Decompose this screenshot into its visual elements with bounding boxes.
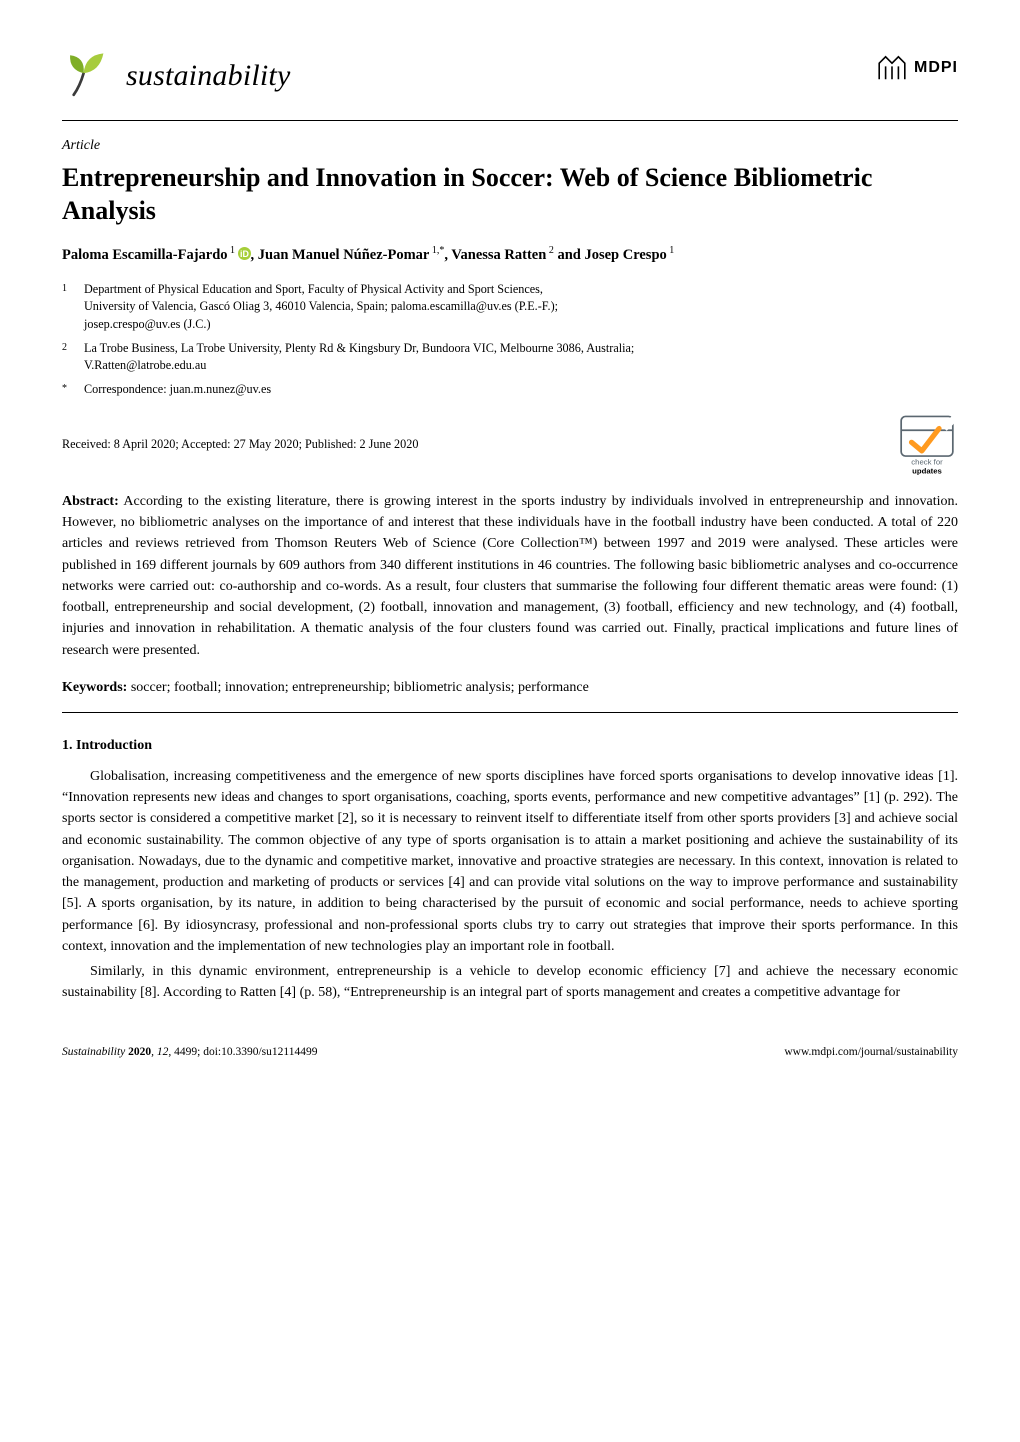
received-text: Received: 8 April 2020; Accepted: 27 May… xyxy=(62,435,418,453)
author-marks: 1,* xyxy=(429,245,444,256)
section-heading: 1. Introduction xyxy=(62,735,958,756)
author-name: Vanessa Ratten xyxy=(451,247,546,263)
author-marks: 1 xyxy=(667,245,675,256)
abstract: Abstract: According to the existing lite… xyxy=(62,491,958,661)
body-paragraph: Globalisation, increasing competitivenes… xyxy=(62,766,958,957)
footer-citation: Sustainability 2020, 12, 4499; doi:10.33… xyxy=(62,1044,317,1061)
footer-url[interactable]: www.mdpi.com/journal/sustainability xyxy=(784,1044,958,1061)
affiliation-text: Department of Physical Education and Spo… xyxy=(84,281,558,334)
article-type: Article xyxy=(62,135,958,156)
affiliation-row: * Correspondence: juan.m.nunez@uv.es xyxy=(62,381,958,399)
author-marks: 1 xyxy=(228,245,238,256)
svg-text:iD: iD xyxy=(240,249,249,259)
affiliation-number: 1 xyxy=(62,281,72,334)
author-name: Juan Manuel Núñez-Pomar xyxy=(258,247,430,263)
dates-row: Received: 8 April 2020; Accepted: 27 May… xyxy=(62,413,958,475)
author-list: Paloma Escamilla-Fajardo 1 iD, Juan Manu… xyxy=(62,243,958,267)
affiliation-text: La Trobe Business, La Trobe University, … xyxy=(84,340,634,375)
check-updates-badge[interactable]: check for updates xyxy=(896,413,958,475)
abstract-text: According to the existing literature, th… xyxy=(62,494,958,658)
mdpi-logo: MDPI xyxy=(876,48,958,84)
svg-text:check for: check for xyxy=(911,457,943,466)
journal-logo-block: sustainability xyxy=(62,48,290,102)
author-marks: 2 xyxy=(546,245,554,256)
svg-text:updates: updates xyxy=(912,466,942,475)
keywords-text: soccer; football; innovation; entreprene… xyxy=(127,680,588,695)
keywords-label: Keywords: xyxy=(62,680,127,695)
leaf-icon xyxy=(62,48,116,102)
keywords: Keywords: soccer; football; innovation; … xyxy=(62,677,958,698)
journal-name: sustainability xyxy=(126,53,290,98)
orcid-icon[interactable]: iD xyxy=(238,247,251,263)
author-name: Paloma Escamilla-Fajardo xyxy=(62,247,228,263)
affiliation-number: * xyxy=(62,381,72,399)
mdpi-text: MDPI xyxy=(914,56,958,80)
page-footer: Sustainability 2020, 12, 4499; doi:10.33… xyxy=(62,1044,958,1061)
affiliation-row: 2 La Trobe Business, La Trobe University… xyxy=(62,340,958,375)
body-paragraph: Similarly, in this dynamic environment, … xyxy=(62,961,958,1004)
affiliation-text: Correspondence: juan.m.nunez@uv.es xyxy=(84,381,271,399)
author-name: Josep Crespo xyxy=(584,247,666,263)
journal-banner: sustainability MDPI xyxy=(62,48,958,102)
abstract-label: Abstract: xyxy=(62,494,119,509)
mdpi-mark-icon xyxy=(876,52,908,84)
divider xyxy=(62,712,958,713)
affiliation-number: 2 xyxy=(62,340,72,375)
article-title: Entrepreneurship and Innovation in Socce… xyxy=(62,162,958,227)
divider xyxy=(62,120,958,121)
affiliation-row: 1 Department of Physical Education and S… xyxy=(62,281,958,334)
